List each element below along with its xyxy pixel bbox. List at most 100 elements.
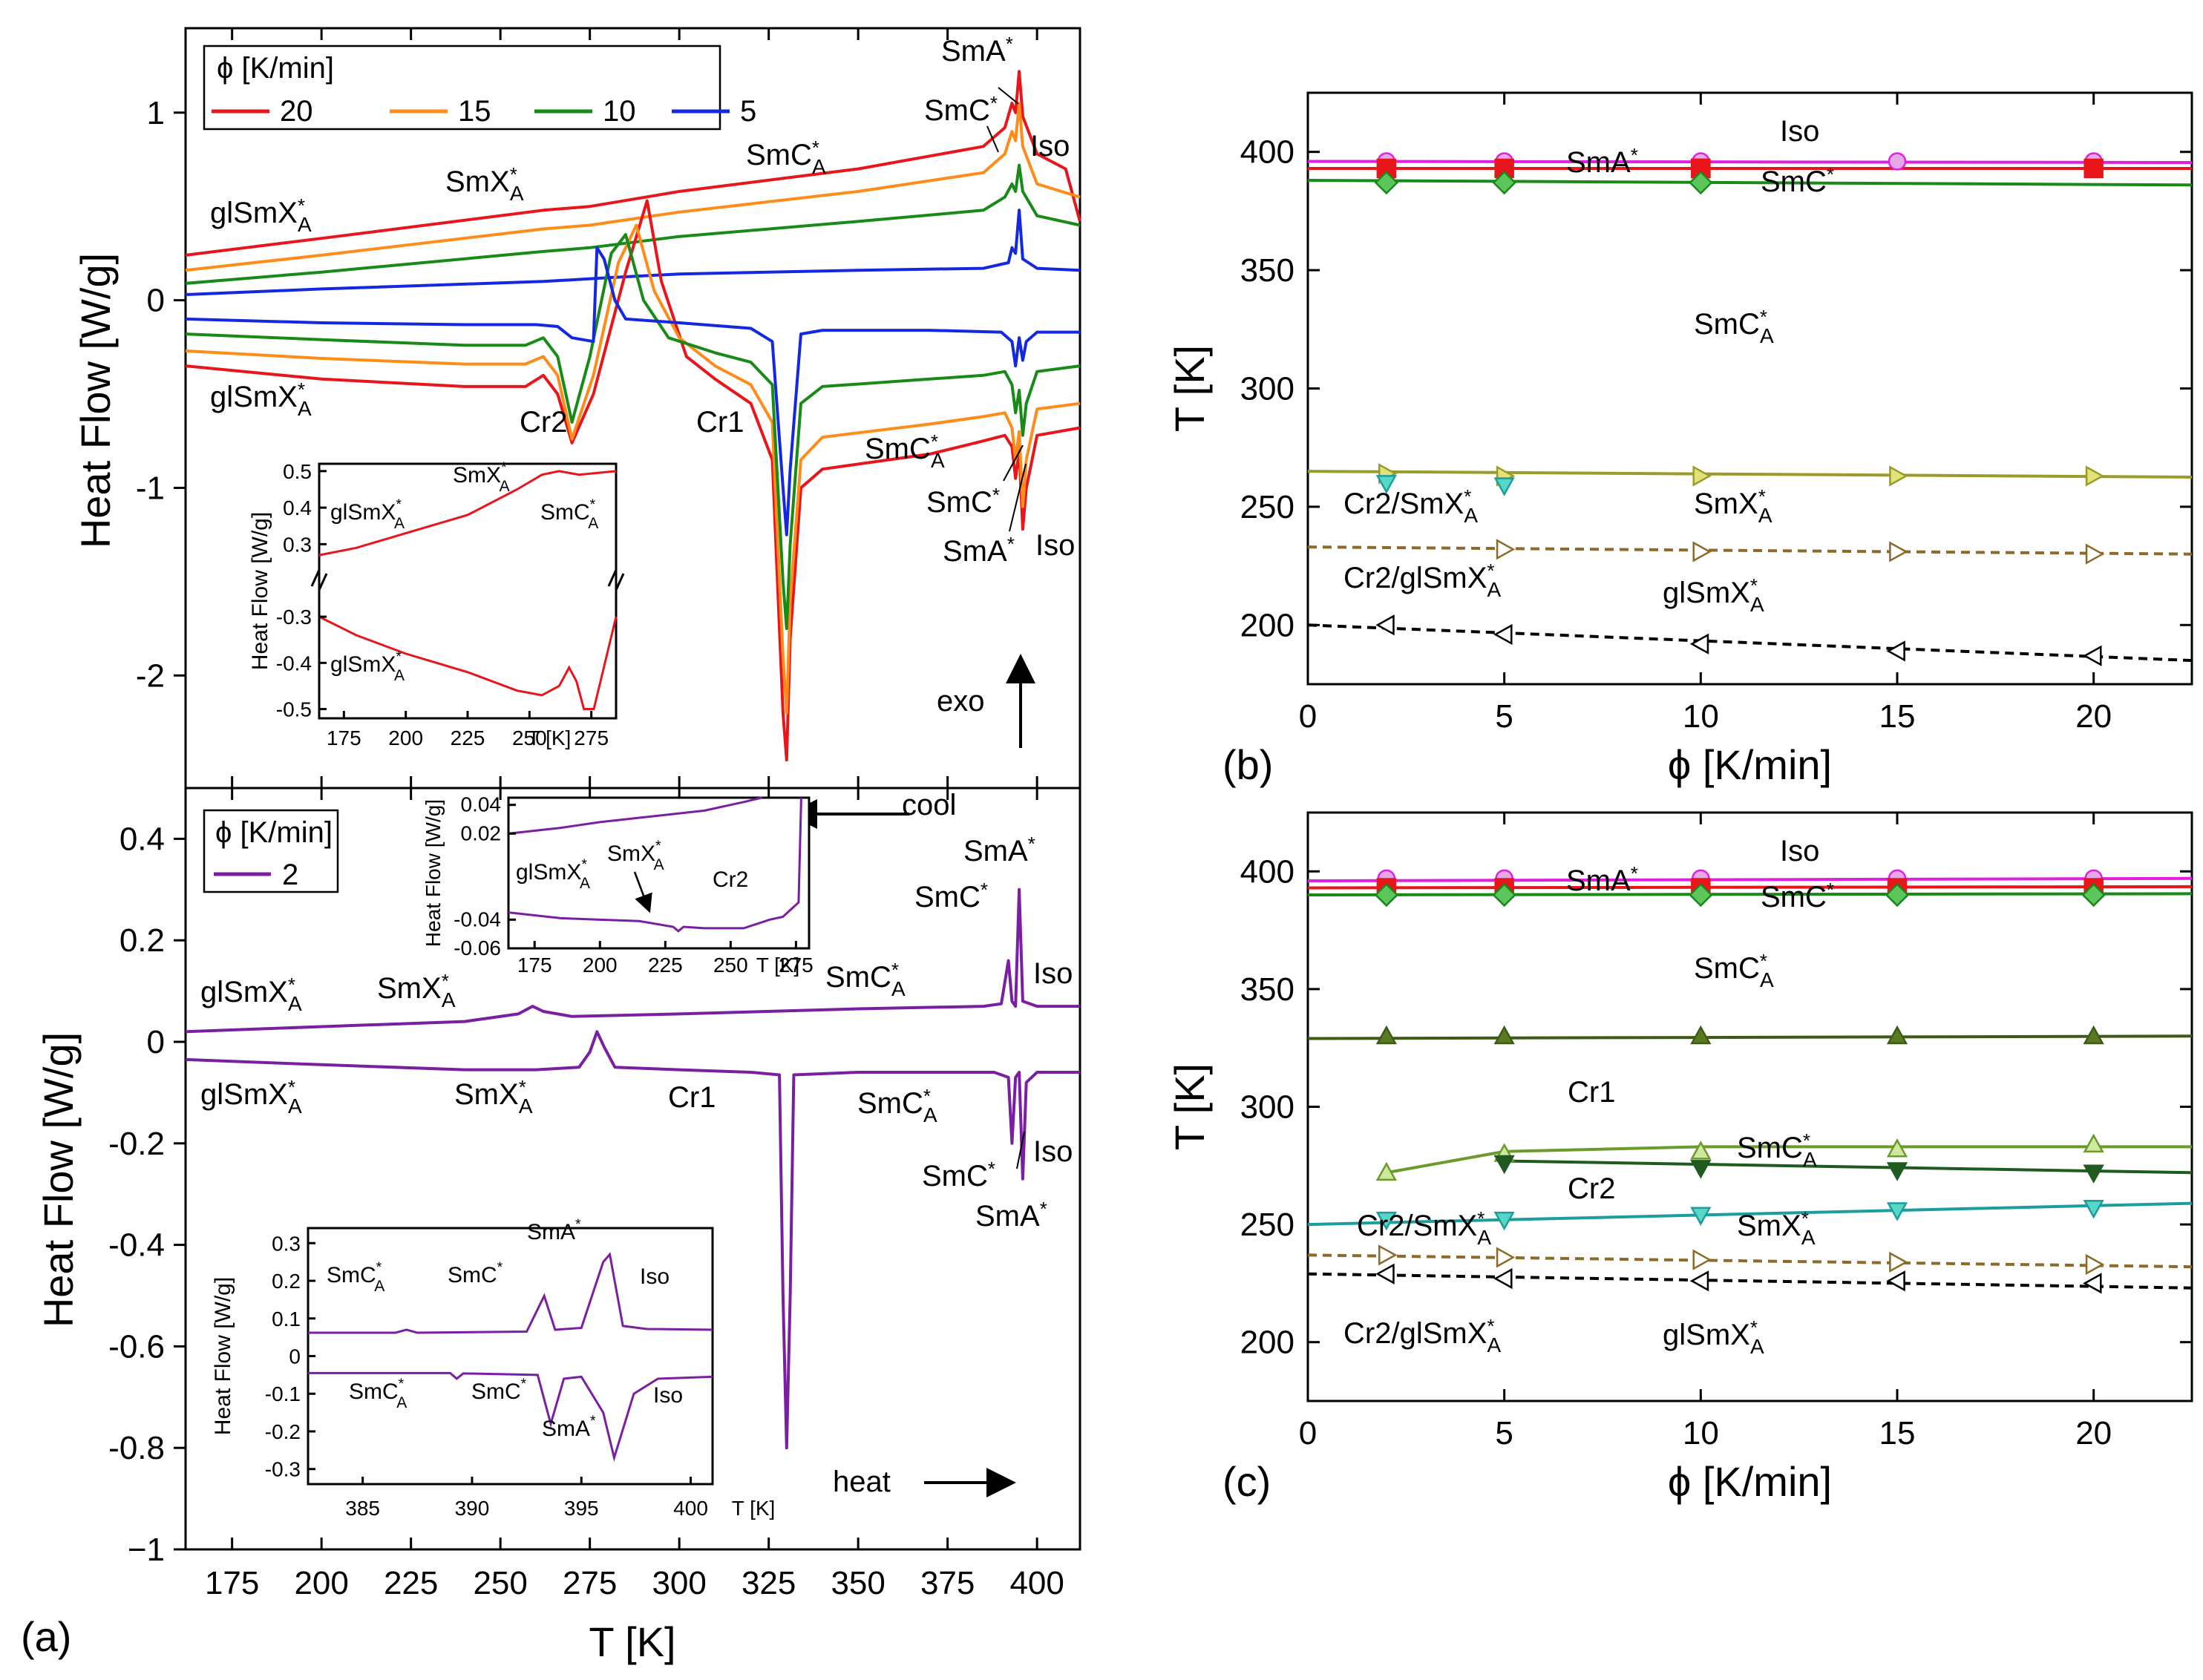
y-tick-label: -0.4 (108, 1227, 165, 1264)
panel-label: (a) (21, 1613, 71, 1660)
legend-box (203, 45, 721, 131)
x-tick-label: 275 (563, 1565, 617, 1601)
pointer (1009, 463, 1027, 532)
data-point (1493, 623, 1513, 646)
y-axis-label: Heat Flow [W/g] (422, 799, 445, 947)
phase-label: SmC* A (746, 137, 826, 178)
y-tick-label: 0 (147, 1024, 165, 1060)
data-point (1689, 1270, 1709, 1292)
x-axis-label: ϕ [K/min] (1668, 1458, 1832, 1505)
x-tick-label: 175 (205, 1565, 259, 1601)
phase-label: SmC* A (1694, 950, 1774, 991)
y-tick-label: 0.3 (283, 533, 312, 556)
y-tick-label: -0.6 (108, 1328, 165, 1365)
x-tick-label: 390 (455, 1497, 490, 1520)
phase-label: Iso (1033, 957, 1073, 990)
x-tick-label: 385 (345, 1497, 380, 1520)
pointer (1003, 444, 1024, 482)
data-point (1689, 882, 1713, 908)
data-point (1888, 152, 1907, 171)
y-tick-label: 200 (1240, 607, 1294, 643)
y-tick-label: -1 (136, 470, 165, 506)
phase-label: SmC* (922, 1158, 995, 1192)
data-point (1690, 1141, 1712, 1160)
x-tick-label: 395 (564, 1497, 599, 1520)
data-point (2083, 1025, 2104, 1045)
y-tick-label: 250 (1240, 489, 1294, 525)
data-point (1689, 633, 1709, 654)
y-axis-label: Heat Flow [W/g] (211, 1277, 235, 1435)
x-axis-label: T [K] (528, 726, 572, 749)
inset-series (318, 615, 618, 711)
y-tick-label: 200 (1240, 1325, 1294, 1361)
x-tick-label: 10 (1683, 698, 1719, 735)
fit-line (1504, 1159, 2193, 1175)
phase-label: SmC* A (857, 1085, 937, 1126)
y-tick-label: -0.3 (276, 606, 312, 629)
data-point (1378, 1244, 1398, 1266)
phase-label: SmX* A (377, 970, 456, 1011)
legend-entry: 10 (603, 95, 636, 128)
data-point (1494, 158, 1514, 179)
phase-label: SmC* (926, 484, 1000, 519)
legend-entry: 20 (280, 95, 313, 128)
y-tick-label: -2 (136, 657, 165, 694)
data-point (1496, 539, 1516, 560)
inset-frame (318, 462, 618, 720)
x-tick-label: 225 (451, 726, 485, 749)
data-point (1690, 1160, 1712, 1179)
axis-break (310, 569, 328, 591)
phase-label: SmC* (1761, 163, 1834, 198)
data-point (1690, 1207, 1712, 1226)
inset-series (318, 470, 617, 557)
x-tick-label: 200 (294, 1565, 348, 1601)
legend: ϕ [K/min] 2 (203, 809, 339, 893)
phase-label: SmA* (943, 533, 1015, 568)
phase-label: SmC* (1761, 879, 1834, 913)
phase-label: glSmX* A (210, 194, 312, 236)
series-line (185, 102, 1081, 272)
phase-label: glSmX* A (200, 974, 302, 1015)
data-point (1493, 1155, 1515, 1175)
data-point (1375, 1025, 1397, 1045)
legend-entry: 5 (740, 95, 756, 128)
fit-line (1307, 1272, 2193, 1290)
phase-label: SmC* A (327, 1259, 384, 1295)
inset-2: 0.3 0.2 0.1 0 -0.1 -0.2 -0.3 385 390 395 400 T [K] H… (211, 1216, 775, 1520)
y-tick-label: 0.4 (120, 821, 165, 857)
data-point (2083, 1164, 2104, 1184)
x-tick-label: 300 (652, 1565, 706, 1601)
data-point (1690, 1025, 1712, 1045)
data-point (1493, 1211, 1515, 1231)
x-tick-label: 20 (2075, 698, 2112, 735)
phase-label: Cr2 (520, 406, 567, 439)
y-axis-label: Heat Flow [W/g] (72, 253, 119, 548)
y-tick-label: 400 (1240, 134, 1294, 171)
legend-entry: 2 (282, 859, 298, 891)
pointer (986, 125, 999, 153)
series-line (185, 223, 1081, 715)
panel-label: (b) (1222, 741, 1273, 788)
series-line (185, 1030, 1080, 1450)
fit-line (1307, 1034, 2193, 1040)
x-tick-label: 5 (1495, 1415, 1513, 1451)
phase-label: SmX* A (1737, 1207, 1816, 1249)
fit-line (1307, 892, 2193, 896)
data-point (1493, 477, 1515, 496)
series-line (185, 163, 1081, 285)
x-tick-label: 250 (473, 1565, 527, 1601)
x-axis-label: ϕ [K/min] (1668, 741, 1832, 788)
y-tick-label: -0.4 (276, 652, 312, 675)
data-point (2083, 1273, 2102, 1294)
x-tick-label: 175 (327, 726, 361, 749)
y-tick-label: -0.5 (276, 698, 312, 721)
data-point (1692, 465, 1712, 487)
x-tick-label: 400 (673, 1497, 708, 1520)
fit-line (1307, 160, 2193, 164)
data-point (1374, 170, 1399, 195)
phase-label: Cr2/SmX* A (1343, 485, 1478, 527)
x-tick-label: 350 (831, 1565, 885, 1601)
data-point (2085, 465, 2105, 487)
